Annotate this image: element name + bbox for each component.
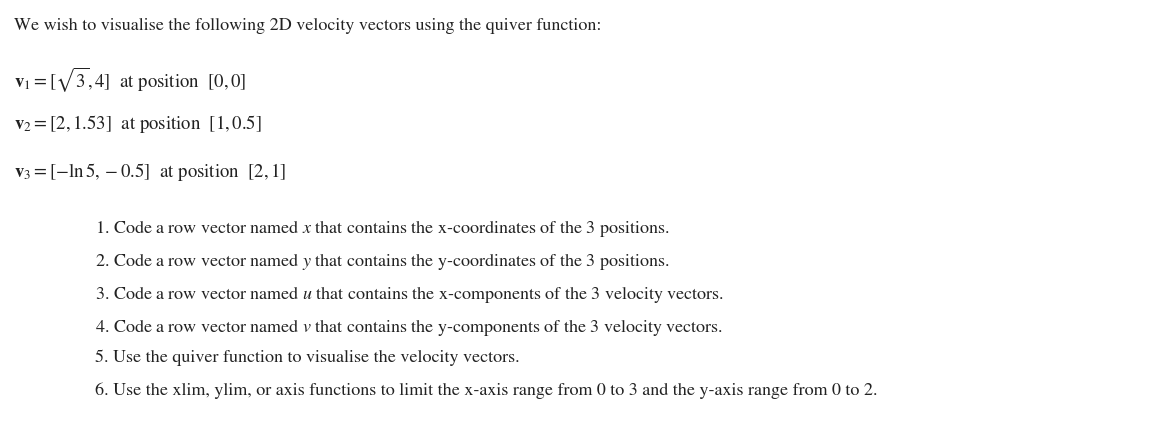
- Text: 5. Use the quiver function to visualise the velocity vectors.: 5. Use the quiver function to visualise …: [95, 350, 520, 366]
- Text: 1. Code a row vector named $x$ that contains the x-coordinates of the 3 position: 1. Code a row vector named $x$ that cont…: [95, 218, 669, 239]
- Text: 3. Code a row vector named $u$ that contains the x-components of the 3 velocity : 3. Code a row vector named $u$ that cont…: [95, 284, 724, 305]
- Text: 6. Use the xlim, ylim, or axis functions to limit the x-axis range from 0 to 3 a: 6. Use the xlim, ylim, or axis functions…: [95, 383, 877, 399]
- Text: $\mathbf{v}_3 = [-\ln 5, -0.5]$  at position  $[2, 1]$: $\mathbf{v}_3 = [-\ln 5, -0.5]$ at posit…: [14, 161, 286, 183]
- Text: 2. Code a row vector named $y$ that contains the y-coordinates of the 3 position: 2. Code a row vector named $y$ that cont…: [95, 251, 669, 272]
- Text: We wish to visualise the following 2D velocity vectors using the quiver function: We wish to visualise the following 2D ve…: [14, 18, 602, 34]
- Text: $\mathbf{v}_1 = [\sqrt{3},4]$  at position  $[0, 0]$: $\mathbf{v}_1 = [\sqrt{3},4]$ at positio…: [14, 65, 246, 94]
- Text: $\mathbf{v}_2 = [2, 1.53]$  at position  $[1, 0.5]$: $\mathbf{v}_2 = [2, 1.53]$ at position $…: [14, 113, 262, 135]
- Text: 4. Code a row vector named $v$ that contains the y-components of the 3 velocity : 4. Code a row vector named $v$ that cont…: [95, 317, 723, 338]
